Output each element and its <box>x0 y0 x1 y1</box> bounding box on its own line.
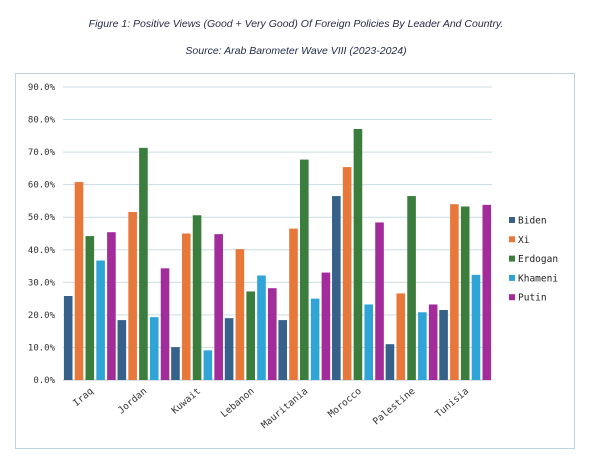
legend: Biden Xi Erdogan Khameni Putin <box>509 216 558 304</box>
x-tick-label: Morocco <box>326 386 364 420</box>
bar-xi-mauritania <box>289 228 298 380</box>
bar-biden-kuwait <box>171 347 180 380</box>
bar-biden-palestine <box>385 344 395 380</box>
bar-erdogan-lebanon <box>246 291 255 380</box>
y-tick-label: 20.0% <box>28 311 56 321</box>
legend-swatch <box>509 294 515 301</box>
bar-erdogan-palestine <box>407 196 416 380</box>
chart-subtitle: Source: Arab Barometer Wave VIII (2023-2… <box>185 45 407 57</box>
bar-khameni-jordan <box>149 317 159 380</box>
legend-label: Biden <box>518 216 547 227</box>
bar-biden-morocco <box>332 196 341 380</box>
y-tick-label: 30.0% <box>28 278 56 288</box>
y-tick-label: 80.0% <box>28 116 56 126</box>
bar-putin-jordan <box>160 268 170 380</box>
x-axis-labels: Iraq Jordan Kuwait Lebanon Mauritania Morocco… <box>71 386 471 431</box>
x-tick-label: Jordan <box>116 386 149 416</box>
bar-putin-iraq <box>107 232 116 380</box>
legend-swatch <box>509 236 515 243</box>
bar-xi-jordan <box>128 212 137 380</box>
legend-swatch <box>509 274 515 281</box>
bar-erdogan-kuwait <box>192 215 202 380</box>
bar-putin-tunisia <box>482 204 492 380</box>
chart-title: Figure 1: Positive Views (Good + Very Go… <box>88 18 504 30</box>
bar-khameni-lebanon <box>257 275 266 380</box>
bar-putin-morocco <box>375 222 384 380</box>
x-tick-label: Palestine <box>371 386 418 428</box>
bar-erdogan-jordan <box>139 147 148 380</box>
x-tick-label: Iraq <box>71 386 96 409</box>
gridlines <box>63 86 492 381</box>
bar-xi-tunisia <box>450 204 459 380</box>
legend-swatch <box>509 255 515 262</box>
y-tick-label: 90.0% <box>28 83 56 93</box>
bar-biden-lebanon <box>224 318 234 380</box>
bar-erdogan-iraq <box>85 236 95 380</box>
bar-xi-kuwait <box>181 233 191 380</box>
bar-putin-kuwait <box>214 234 223 380</box>
bar-xi-iraq <box>74 182 84 380</box>
bar-biden-iraq <box>63 296 73 380</box>
y-tick-label: 10.0% <box>28 343 56 353</box>
bar-khameni-iraq <box>96 260 105 380</box>
x-tick-label: Lebanon <box>219 386 257 420</box>
bar-xi-morocco <box>342 167 352 380</box>
y-tick-label: 40.0% <box>28 246 56 256</box>
bar-putin-mauritania <box>321 272 331 380</box>
bar-xi-palestine <box>396 293 406 380</box>
bar-khameni-morocco <box>364 304 374 380</box>
legend-swatch <box>509 217 515 223</box>
legend-label: Erdogan <box>518 254 558 265</box>
bar-xi-lebanon <box>235 249 245 380</box>
bar-biden-tunisia <box>439 310 448 380</box>
x-tick-label: Mauritania <box>259 386 310 431</box>
y-axis-ticks: 0.0% 10.0% 20.0% 30.0% 40.0% 50.0% 60.0% 70.0% 8… <box>28 83 56 386</box>
y-tick-label: 0.0% <box>33 376 55 386</box>
bar-khameni-kuwait <box>203 350 213 380</box>
x-tick-label: Tunisia <box>433 386 471 420</box>
bar-khameni-tunisia <box>471 274 481 380</box>
bar-erdogan-tunisia <box>460 206 470 380</box>
bar-khameni-palestine <box>418 312 427 380</box>
y-tick-label: 70.0% <box>28 148 56 158</box>
bar-biden-jordan <box>117 320 127 380</box>
y-tick-label: 60.0% <box>28 181 56 191</box>
y-tick-label: 50.0% <box>28 213 56 223</box>
legend-label: Xi <box>518 235 530 246</box>
bar-erdogan-morocco <box>353 128 363 380</box>
bar-putin-palestine <box>428 304 438 380</box>
x-tick-label: Kuwait <box>170 386 203 416</box>
bars <box>63 128 492 380</box>
bar-biden-mauritania <box>278 320 288 380</box>
bar-erdogan-mauritania <box>300 159 309 380</box>
legend-label: Khameni <box>518 273 558 284</box>
bar-khameni-mauritania <box>310 298 320 380</box>
legend-label: Putin <box>518 293 547 304</box>
bar-putin-lebanon <box>267 288 277 380</box>
